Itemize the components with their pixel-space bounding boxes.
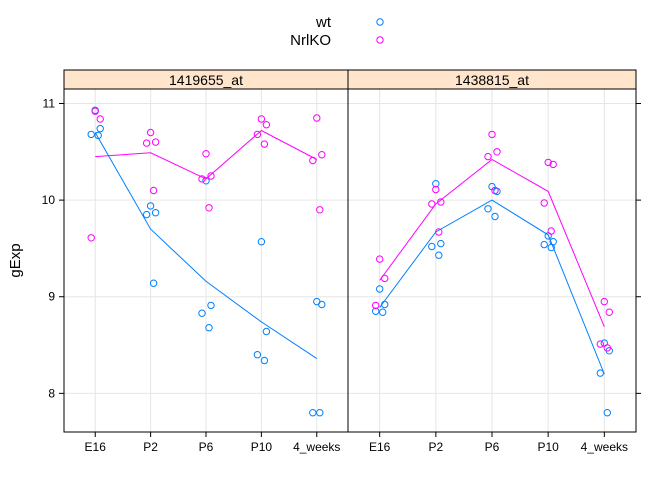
legend-marker-wt <box>376 18 384 26</box>
panel-1-nrlko-point <box>96 115 104 123</box>
panel-1-nrlko-point <box>260 140 269 148</box>
panel-2-x-tick-label-P2: P2 <box>428 440 443 454</box>
panel-1-strip-label: 1419655_at <box>169 72 243 88</box>
panel-1-nrlko-point <box>146 128 155 137</box>
panel-2-strip-label: 1438815_at <box>455 72 529 88</box>
panel-2-wt-point <box>432 180 440 188</box>
panel-1-nrlko-point <box>142 139 151 147</box>
panel-1-nrlko-point <box>87 234 95 242</box>
panel-1-nrlko-point <box>318 151 326 159</box>
panel-2-wt-point <box>491 212 499 221</box>
panel-1-wt-point <box>257 238 266 246</box>
legend-label-nrlko: NrlKO <box>290 32 331 49</box>
panel-2-nrlko-point <box>484 152 492 161</box>
panel-2-nrlko-point <box>428 200 436 208</box>
panel-2-wt-point <box>484 205 492 213</box>
panel-1-wt-point <box>262 327 271 336</box>
panel-1-wt-point <box>87 130 95 139</box>
panel-1-nrlko-point <box>91 107 99 115</box>
panel-1-x-tick-label-E16: E16 <box>85 440 107 454</box>
panel-2-x-tick-label-E16: E16 <box>369 440 391 454</box>
panel-1-wt-point <box>149 279 158 287</box>
panel-1-wt-point <box>198 309 206 317</box>
panel-1-wt-point <box>205 324 213 332</box>
panel-2-nrlko-point <box>544 158 552 167</box>
panel-1-wt-point <box>94 131 102 140</box>
panel-2-nrlko-point <box>549 160 557 169</box>
panel-1-wt-point <box>316 409 324 417</box>
panel-1-wt-point <box>318 300 326 309</box>
panel-1-nrlko-point <box>262 121 271 129</box>
y-axis-title: gExp <box>7 243 24 277</box>
panel-2-nrlko-point <box>488 130 496 139</box>
panel-2-nrlko-point <box>491 186 499 195</box>
panel-2-wt-point <box>437 239 445 248</box>
panel-1-nrlko-point <box>198 175 206 183</box>
panel-1-nrlko-point <box>202 150 210 158</box>
panel-2-wt-point <box>381 300 389 309</box>
panel-1-wt-point <box>142 210 151 219</box>
panel-2-wt-point <box>435 251 443 259</box>
panel-2-wt-point <box>603 409 611 417</box>
panel-2-x-tick-label-4_weeks: 4_weeks <box>581 440 628 454</box>
panel-2-x-tick-label-P6: P6 <box>485 440 500 454</box>
panel-2-wt-point <box>547 243 555 252</box>
panel-1-wt-point <box>253 351 262 359</box>
panel-2-nrlko-point <box>381 274 389 283</box>
panel-2-nrlko-point <box>372 301 380 310</box>
panel-1-nrlko-point <box>253 130 262 139</box>
panel-2-nrlko-point <box>437 198 445 206</box>
panel-1-wt-point <box>96 124 104 133</box>
panel-2-nrlko-point <box>435 228 443 236</box>
y-tick-label-8: 8 <box>48 386 55 400</box>
panel-2-wt-point <box>376 285 384 293</box>
panel-2-nrlko-point <box>376 255 384 263</box>
panel-2-nrlko-point <box>540 199 548 207</box>
panel-1-x-tick-label-4_weeks: 4_weeks <box>293 440 340 454</box>
panel-1-nrlko-point <box>151 138 160 146</box>
panel-1-nrlko-point <box>309 156 317 165</box>
panel-2-wt-trend-line <box>379 199 605 375</box>
y-tick-label-11: 11 <box>43 96 56 110</box>
panel-1-nrlko-point <box>207 172 215 180</box>
panel-1-wt-point <box>151 209 160 217</box>
panel-2-nrlko-point <box>605 308 613 316</box>
panel-1-wt-point <box>146 202 155 210</box>
panel-2-nrlko-point <box>596 340 604 348</box>
panel-1-wt-point <box>309 409 317 417</box>
panel-1-x-tick-label-P2: P2 <box>143 440 158 454</box>
panel-2-wt-point <box>372 307 380 315</box>
y-tick-label-9: 9 <box>48 290 55 304</box>
panel-2-nrlko-trend-line <box>379 158 605 327</box>
panel-2-nrlko-point <box>432 185 440 194</box>
panel-1-nrlko-point <box>257 115 266 123</box>
panel-2-nrlko-point <box>493 148 501 156</box>
legend-marker-nrlko <box>376 36 384 44</box>
panel-2-nrlko-point <box>547 227 555 235</box>
panel-1-nrlko-trend-line <box>95 129 318 180</box>
panel-1-wt-point <box>260 356 269 365</box>
panel-2-wt-point <box>428 242 436 251</box>
panel-2-wt-point <box>540 240 548 249</box>
panel-1-nrlko-point <box>316 206 324 214</box>
panel-2-wt-point <box>596 369 604 377</box>
panel-1-wt-point <box>202 177 210 185</box>
panel-2-wt-point <box>379 308 387 316</box>
panel-2-x-tick-label-P10: P10 <box>537 440 559 454</box>
legend-label-wt: wt <box>315 14 332 31</box>
panel-2-nrlko-point <box>603 344 611 352</box>
panel-2-nrlko-point <box>600 297 608 306</box>
panel-1-nrlko-point <box>149 186 158 195</box>
panel-1-x-tick-label-P6: P6 <box>199 440 214 454</box>
panel-1-x-tick-label-P10: P10 <box>251 440 273 454</box>
panel-1-wt-point <box>207 301 215 310</box>
panel-1-nrlko-point <box>313 114 321 122</box>
panel-1-nrlko-point <box>205 204 213 212</box>
y-tick-label-10: 10 <box>42 193 56 207</box>
panel-1-wt-trend-line <box>94 132 318 360</box>
